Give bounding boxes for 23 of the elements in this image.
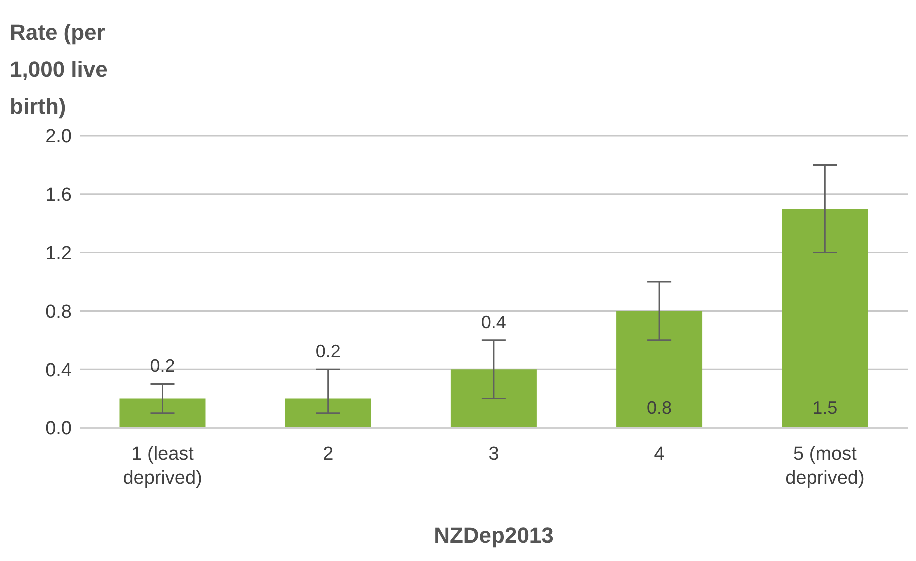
x-tick-label: 1 (least deprived) <box>123 444 202 489</box>
y-tick-label: 0.4 <box>46 360 72 382</box>
bar <box>616 311 703 428</box>
data-label: 0.4 <box>481 312 506 332</box>
data-label: 1.5 <box>812 398 838 418</box>
data-label: 0.8 <box>647 398 672 418</box>
bar <box>285 398 372 428</box>
bar <box>120 398 206 428</box>
x-tick-label: 2 <box>323 444 334 465</box>
bar <box>450 370 537 428</box>
y-tick-label: 0.8 <box>46 302 72 323</box>
data-label: 0.2 <box>316 342 341 362</box>
x-tick-label: 3 <box>488 444 500 465</box>
y-axis-title: Rate (per 1,000 live birth) <box>10 19 109 121</box>
bar <box>782 209 868 428</box>
x-axis-title: NZDep2013 <box>433 523 555 549</box>
x-tick-label: 5 (most deprived) <box>786 444 865 489</box>
y-tick-label: 2.0 <box>46 126 72 148</box>
y-tick-label: 1.2 <box>46 244 72 265</box>
data-label: 0.2 <box>150 356 176 376</box>
y-tick-label: 0.0 <box>46 418 72 440</box>
y-tick-label: 1.6 <box>46 185 72 206</box>
x-tick-label: 4 <box>654 444 666 465</box>
